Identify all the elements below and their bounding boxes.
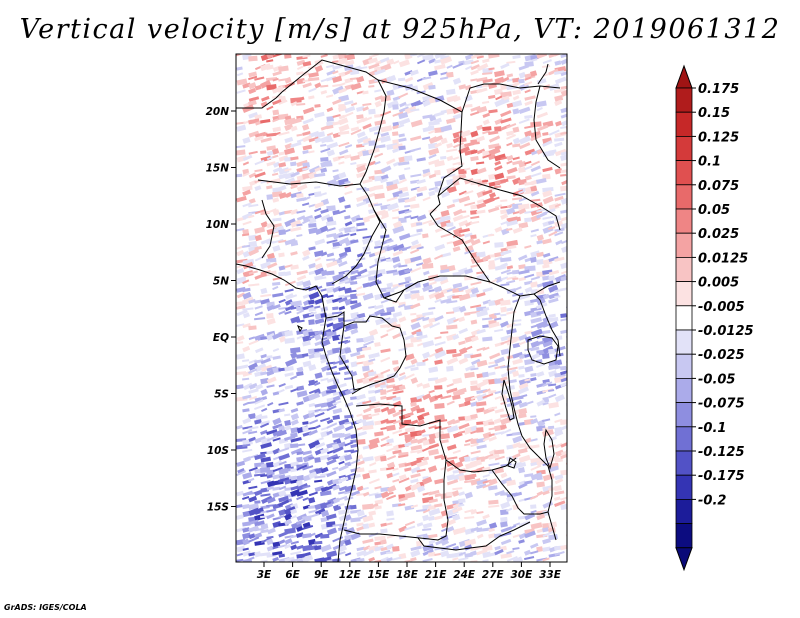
colorbar-swatch bbox=[675, 111, 693, 137]
colorbar-swatch bbox=[675, 135, 693, 161]
x-tick-label: 21E bbox=[425, 569, 448, 581]
colorbar-label: 0.1 bbox=[698, 155, 721, 170]
colorbar-swatch bbox=[675, 232, 693, 258]
colorbar-label: -0.1 bbox=[698, 421, 726, 436]
colorbar-label: 0.0125 bbox=[698, 251, 748, 266]
border-north-3 bbox=[377, 79, 463, 215]
colorbar-label: 0.05 bbox=[698, 203, 730, 218]
velocity-field bbox=[236, 54, 567, 562]
x-tick-label: 9E bbox=[314, 569, 329, 581]
colorbar-swatch bbox=[675, 184, 693, 210]
lake-tanganyika bbox=[501, 379, 515, 421]
colorbar-label: -0.005 bbox=[698, 300, 745, 315]
border-lakes bbox=[507, 295, 539, 457]
colorbar-label: 0.15 bbox=[698, 106, 730, 121]
border-cameroon bbox=[373, 209, 419, 303]
lake-malawi bbox=[543, 428, 555, 470]
map-frame bbox=[235, 53, 568, 563]
x-tick-label: 33E bbox=[539, 569, 562, 581]
colorbar-label: 0.125 bbox=[698, 130, 739, 145]
colorbar-label: -0.05 bbox=[698, 372, 735, 387]
y-tick-label: 15S bbox=[207, 502, 229, 514]
border-east-africa bbox=[533, 293, 561, 357]
border-north-4 bbox=[236, 91, 283, 109]
colorbar-label: -0.025 bbox=[698, 348, 745, 363]
grads-credit: GrADS: IGES/COLA bbox=[4, 603, 87, 612]
border-east bbox=[533, 85, 561, 169]
colorbar-label: -0.175 bbox=[698, 469, 745, 484]
colorbar-swatch bbox=[675, 160, 693, 186]
map-title: Vertical velocity [m/s] at 925hPa, VT: 2… bbox=[19, 14, 781, 45]
y-tick-label: 5S bbox=[214, 389, 229, 401]
border-north-1 bbox=[281, 59, 379, 93]
x-tick-label: 15E bbox=[368, 569, 391, 581]
colorbar-label: -0.075 bbox=[698, 397, 745, 412]
border-tanzania bbox=[537, 455, 557, 541]
colorbar-label: 0.175 bbox=[698, 82, 739, 97]
x-tick-label: 30E bbox=[511, 569, 534, 581]
border-south-sudan bbox=[437, 177, 561, 231]
colorbar-extend-bottom bbox=[675, 547, 693, 572]
colorbar-swatch bbox=[675, 208, 693, 234]
border-north-2 bbox=[359, 79, 387, 185]
colorbar-swatch bbox=[675, 450, 693, 476]
colorbar-label: -0.125 bbox=[698, 445, 745, 460]
lake-bangweulu bbox=[507, 457, 517, 469]
colorbar-swatch bbox=[675, 353, 693, 379]
border-north-7 bbox=[331, 183, 381, 285]
map-panel bbox=[235, 53, 568, 563]
border-congo bbox=[339, 325, 363, 391]
border-southern bbox=[417, 521, 531, 551]
colorbar-swatch bbox=[675, 305, 693, 331]
border-north-6 bbox=[261, 199, 275, 259]
colorbar-label: 0.025 bbox=[698, 227, 739, 242]
colorbar-swatch bbox=[675, 523, 693, 549]
border-north-5 bbox=[257, 179, 361, 187]
border-angola bbox=[343, 459, 449, 541]
colorbar-extend-top bbox=[675, 64, 693, 89]
x-tick-label: 3E bbox=[257, 569, 272, 581]
y-tick-label: 10S bbox=[207, 445, 229, 457]
country-borders bbox=[236, 59, 561, 562]
x-tick-label: 18E bbox=[396, 569, 419, 581]
colorbar-label: 0.075 bbox=[698, 179, 739, 194]
x-axis: 3E 6E 9E 12E 15E 18E 21E 24E 27E 30E 33E bbox=[257, 562, 562, 581]
y-tick-label: 5N bbox=[213, 276, 229, 288]
colorbar-label: 0.005 bbox=[698, 276, 739, 291]
border-gabon bbox=[325, 311, 407, 395]
colorbar-swatch bbox=[675, 256, 693, 282]
x-tick-label: 6E bbox=[285, 569, 300, 581]
colorbar-swatch bbox=[675, 377, 693, 403]
colorbar-swatch bbox=[675, 329, 693, 355]
coast-islands bbox=[297, 324, 303, 333]
border-car-south bbox=[383, 275, 491, 299]
colorbar-swatch bbox=[675, 402, 693, 428]
x-tick-label: 12E bbox=[339, 569, 362, 581]
lake-victoria bbox=[527, 335, 559, 365]
y-axis: 20N 15N 10N 5N EQ 5S 10S 15S bbox=[206, 106, 236, 514]
colorbar: 0.175 0.15 0.125 0.1 0.075 0.05 0.025 0.0125 0.0… bbox=[675, 64, 754, 572]
colorbar-label: -0.2 bbox=[698, 493, 726, 508]
colorbar-swatch bbox=[675, 281, 693, 307]
colorbar-swatch bbox=[675, 426, 693, 452]
river-coast-east bbox=[537, 63, 549, 85]
coastline-west-africa bbox=[236, 263, 359, 562]
y-tick-label: EQ bbox=[213, 332, 229, 344]
x-tick-label: 27E bbox=[482, 569, 505, 581]
y-tick-label: 10N bbox=[206, 219, 230, 231]
y-tick-label: 20N bbox=[206, 106, 230, 118]
colorbar-swatch bbox=[675, 474, 693, 500]
border-zambia bbox=[491, 469, 549, 515]
colorbar-label: -0.0125 bbox=[698, 324, 754, 339]
colorbar-swatch bbox=[675, 87, 693, 113]
x-tick-label: 24E bbox=[453, 569, 476, 581]
y-tick-label: 15N bbox=[206, 163, 230, 175]
colorbar-swatch bbox=[675, 498, 693, 524]
